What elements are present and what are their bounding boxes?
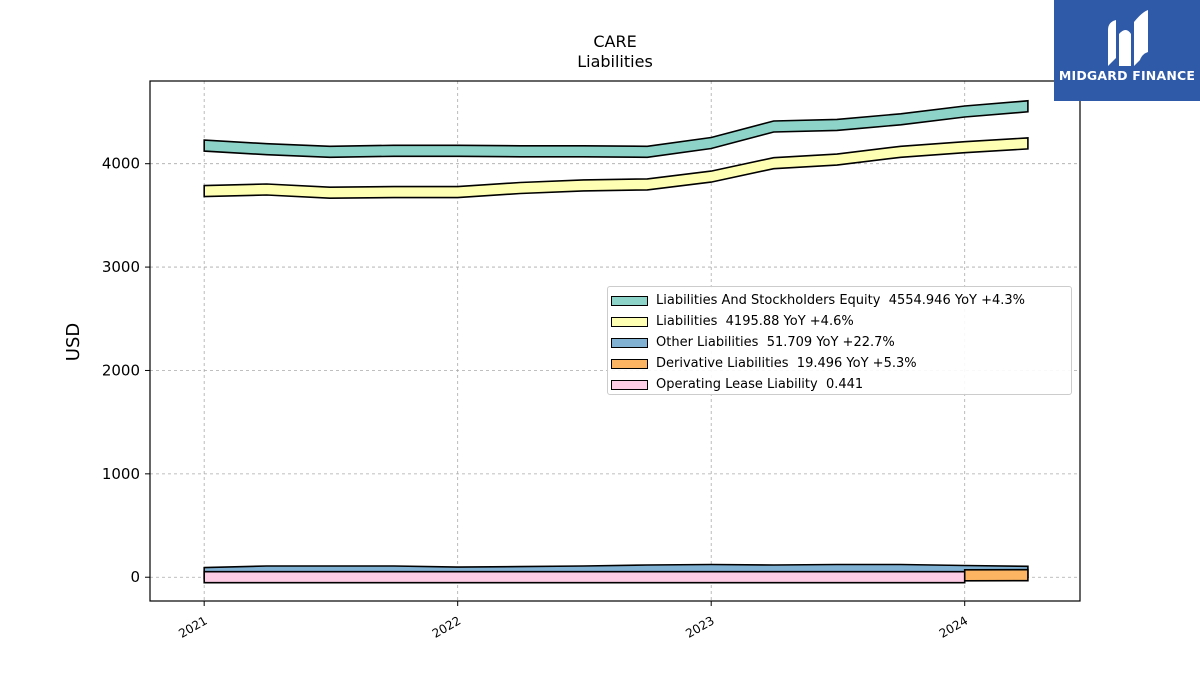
legend-item: Liabilities 4195.88 YoY +4.6% (608, 311, 1071, 332)
chart-subtitle: Liabilities (577, 52, 653, 71)
legend-label: Liabilities 4195.88 YoY +4.6% (656, 314, 854, 329)
legend-item: Other Liabilities 51.709 YoY +22.7% (608, 332, 1071, 353)
x-tick-label: 2023 (683, 613, 716, 640)
x-tick-label: 2022 (430, 613, 463, 640)
plot-frame (149, 80, 1081, 602)
series-band-derivative-liabilities (963, 568, 1029, 582)
x-tick-label: 2024 (937, 613, 970, 640)
chart-title: CARE (593, 32, 636, 51)
y-tick-label: 4000 (102, 155, 140, 173)
legend-label: Other Liabilities 51.709 YoY +22.7% (656, 335, 895, 350)
y-tick-label: 1000 (102, 465, 140, 483)
legend-item: Operating Lease Liability 0.441 (608, 374, 1071, 395)
midgard-m-icon (1108, 10, 1148, 66)
brand-logo: MIDGARD FINANCE (1054, 0, 1200, 101)
x-tick-label: 2021 (176, 613, 209, 640)
legend-swatch (611, 358, 648, 369)
x-axis: 2021 2022 2023 2024 (176, 601, 970, 641)
series-band-liabilities (203, 137, 1029, 200)
legend-item: Liabilities And Stockholders Equity 4554… (608, 290, 1071, 311)
legend-label: Derivative Liabilities 19.496 YoY +5.3% (656, 356, 917, 371)
series-layer (203, 99, 1029, 584)
legend: Liabilities And Stockholders Equity 4554… (607, 286, 1072, 395)
brand-name: MIDGARD FINANCE (1058, 68, 1196, 83)
y-tick-label: 2000 (102, 361, 140, 379)
legend-swatch (611, 379, 648, 390)
legend-swatch (611, 337, 648, 348)
legend-item: Derivative Liabilities 19.496 YoY +5.3% (608, 353, 1071, 374)
y-tick-label: 3000 (102, 258, 140, 276)
series-band-liabilities-and-stockholders-equity (203, 99, 1029, 159)
y-axis-label: USD (63, 323, 84, 361)
legend-swatch (611, 295, 648, 306)
legend-label: Liabilities And Stockholders Equity 4554… (656, 293, 1026, 308)
y-tick-label: 0 (130, 568, 140, 586)
series-band-operating-lease-liability (203, 570, 966, 584)
y-axis: 0 1000 2000 3000 4000 (102, 155, 150, 586)
legend-label: Operating Lease Liability 0.441 (656, 377, 864, 392)
legend-swatch (611, 316, 648, 327)
